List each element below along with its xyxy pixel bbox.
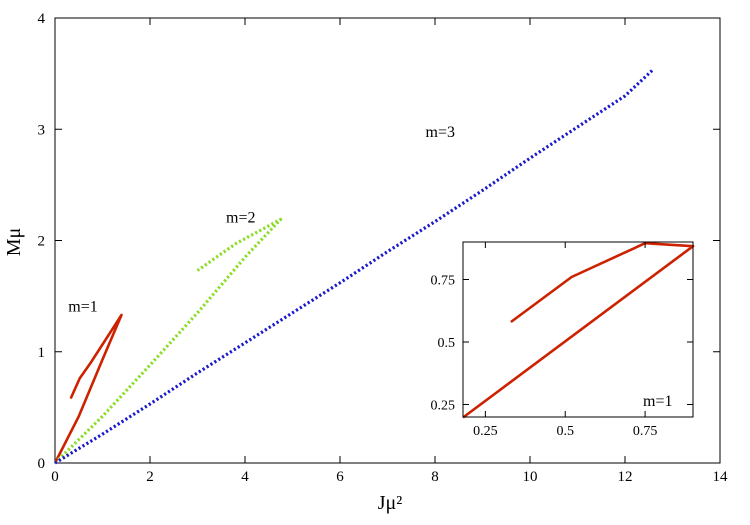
inset-label: m=1 — [643, 393, 672, 410]
series-annotation: m=1 — [68, 299, 97, 316]
x-tick-label: 0 — [51, 469, 59, 485]
y-tick-label: 1 — [38, 345, 46, 361]
series-annotation: m=3 — [426, 124, 455, 141]
x-tick-label: 4 — [241, 469, 249, 485]
series-line-m1 — [53, 313, 123, 464]
inset-chart: 0.25 0.5 0.75 0.25 0.5 0.75 m=1 — [431, 241, 695, 439]
y-tick-label: 0 — [38, 456, 46, 472]
inset-x-tick-label: 0.5 — [556, 424, 574, 439]
series-line-m3 — [54, 68, 655, 465]
inset-y-tick-label: 0.75 — [431, 274, 456, 289]
y-axis-label: Mμ — [3, 228, 25, 257]
x-tick-label: 14 — [713, 469, 729, 485]
inset-ticks: 0.25 0.5 0.75 0.25 0.5 0.75 — [431, 242, 693, 439]
annotations: m=1 m=2 m=3 — [68, 124, 455, 316]
x-tick-label: 6 — [336, 469, 344, 485]
inset-frame — [462, 241, 694, 418]
inset-y-tick-label: 0.25 — [431, 399, 456, 414]
y-tick-label: 2 — [38, 234, 46, 250]
series-annotation: m=2 — [226, 210, 255, 227]
x-tick-label: 12 — [618, 469, 633, 485]
series-line-m2 — [53, 217, 283, 465]
main-series — [53, 68, 655, 465]
x-axis-label: Jμ² — [378, 492, 403, 514]
x-tick-label: 8 — [431, 469, 439, 485]
inset-y-tick-label: 0.5 — [438, 336, 456, 351]
inset-x-tick-label: 0.25 — [473, 424, 498, 439]
x-tick-label: 2 — [146, 469, 154, 485]
y-tick-label: 3 — [38, 122, 46, 138]
y-tick-label: 4 — [38, 11, 46, 27]
inset-x-tick-label: 0.75 — [633, 424, 658, 439]
x-tick-label: 10 — [523, 469, 538, 485]
